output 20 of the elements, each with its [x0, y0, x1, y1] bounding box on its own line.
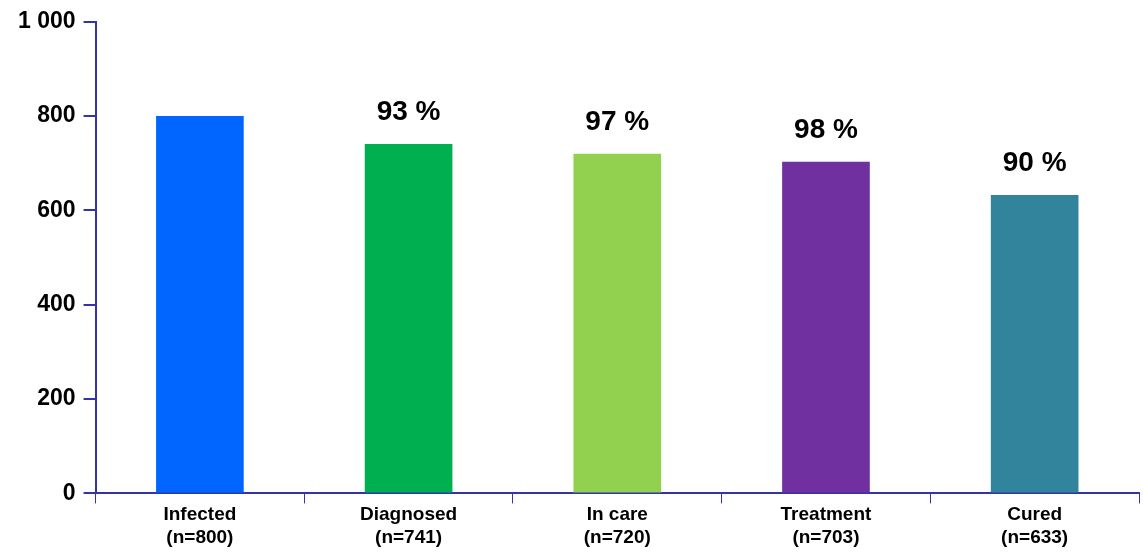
- y-tick-label: 200: [37, 384, 76, 411]
- bar: [573, 153, 662, 493]
- x-tick-label: Diagnosed (n=741): [360, 503, 458, 547]
- annotation: 97 %: [585, 104, 650, 136]
- y-tick-label: 400: [37, 290, 76, 317]
- annotation: 98 %: [794, 112, 858, 144]
- y-tick-label: 600: [37, 195, 76, 222]
- annotation: 93 %: [376, 94, 441, 126]
- x-tick-label: Treatment (n=703): [780, 503, 873, 547]
- y-tick-label: 800: [37, 101, 76, 128]
- x-tick-label: In care (n=720): [583, 503, 651, 547]
- y-tick-label: 0: [62, 478, 76, 505]
- x-tick-label: Infected (n=800): [163, 503, 237, 547]
- x-tick-label: Cured (n=633): [1001, 503, 1069, 547]
- annotation: 90 %: [1002, 145, 1067, 177]
- bar: [782, 161, 870, 493]
- bar: [990, 194, 1079, 493]
- bar: [156, 116, 244, 493]
- y-tick-label: 1 000: [17, 7, 76, 34]
- bar: [364, 143, 453, 493]
